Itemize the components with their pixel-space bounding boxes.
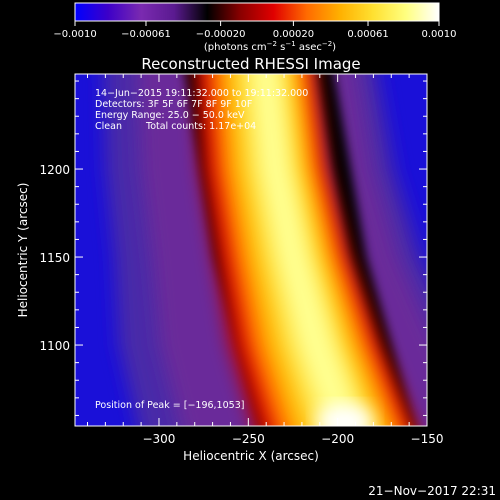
y-axis-ticks: 1100 1150 1200: [39, 80, 427, 416]
peak-glow: [316, 403, 373, 426]
chart-title: Reconstructed RHESSI Image: [141, 55, 360, 73]
annotation-detectors: Detectors: 3F 5F 6F 7F 8F 9F 10F: [95, 99, 252, 110]
colorbar-tick-label: 0.0010: [422, 29, 457, 40]
colorbar-tick-label: −0.00061: [121, 29, 171, 40]
x-axis-label: Heliocentric X (arcsec): [183, 449, 319, 463]
footer-date: 21−Nov−2017 22:31: [368, 484, 496, 498]
heatmap-image: [75, 74, 427, 426]
colorbar-tick-label: −0.00020: [196, 29, 246, 40]
y-tick-label: 1150: [39, 251, 70, 265]
y-tick-label: 1100: [39, 339, 70, 353]
x-tick-label: −150: [411, 432, 444, 446]
annotation-energy-range: Energy Range: 25.0 − 50.0 keV: [95, 110, 245, 121]
right-dark-lane: [312, 74, 415, 426]
image-annotations: 14−Jun−2015 19:11:32.000 to 19:11:32.000…: [95, 88, 308, 411]
plot-frame: [74, 73, 428, 427]
annotation-time-range: 14−Jun−2015 19:11:32.000 to 19:11:32.000: [95, 88, 308, 99]
x-tick-label: −250: [232, 432, 265, 446]
y-tick-label: 1200: [39, 163, 70, 177]
x-tick-label: −300: [142, 432, 175, 446]
x-tick-label: −200: [321, 432, 354, 446]
colorbar: [74, 2, 440, 22]
annotation-method: Clean: [95, 121, 122, 132]
colorbar-tick-label: −0.0010: [53, 29, 96, 40]
colorbar-ticks: −0.0010 −0.00061 −0.00020 0.00020 0.00061 0.0…: [53, 21, 457, 40]
annotation-total-counts: Total counts: 1.17e+04: [145, 121, 256, 132]
emission-pale: [250, 74, 365, 426]
colorbar-tick-label: 0.00061: [347, 29, 388, 40]
x-axis-ticks: −300 −250 −200 −150: [87, 74, 444, 446]
annotation-peak-position: Position of Peak = [−196,1053]: [95, 400, 244, 411]
colorbar-tick-label: 0.00020: [273, 29, 314, 40]
y-axis-label: Heliocentric Y (arcsec): [16, 183, 30, 318]
colorbar-unit-label: (photons cm−2 s−1 asec−2): [204, 40, 336, 53]
